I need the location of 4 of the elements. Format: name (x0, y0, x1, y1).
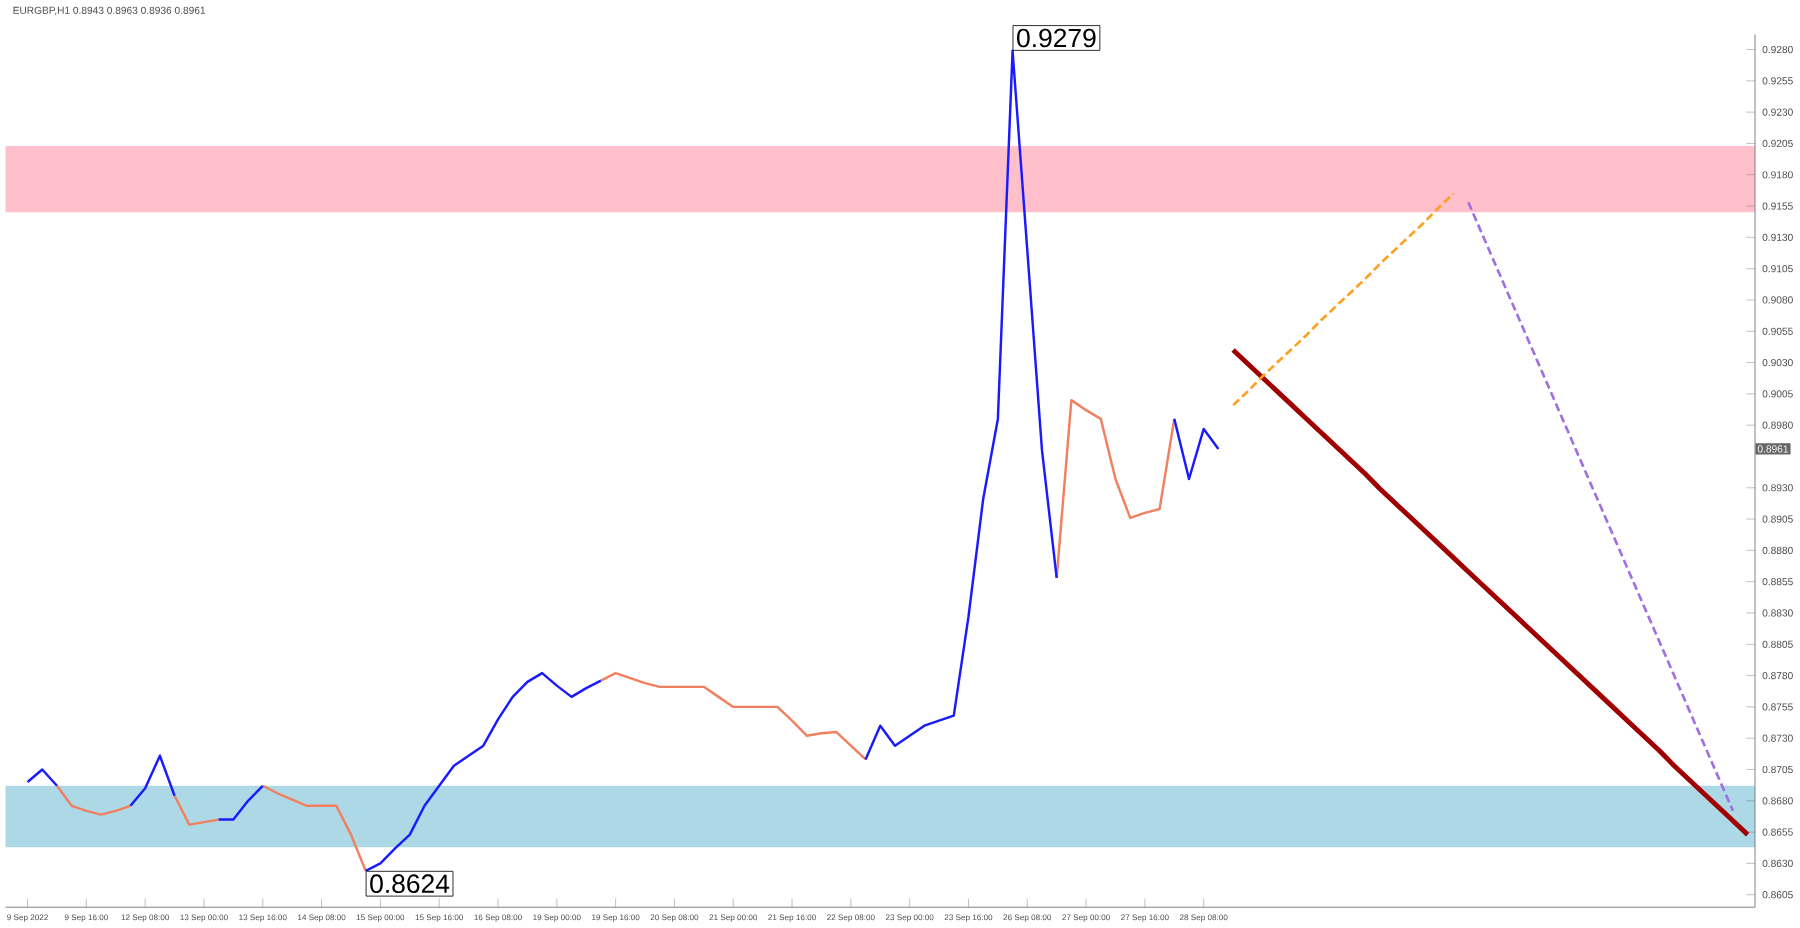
line-series (1467, 200, 1735, 812)
line-series (1231, 191, 1455, 407)
annotation: 0.8624 (370, 874, 450, 893)
annotation: 0.9279 (1017, 28, 1096, 48)
